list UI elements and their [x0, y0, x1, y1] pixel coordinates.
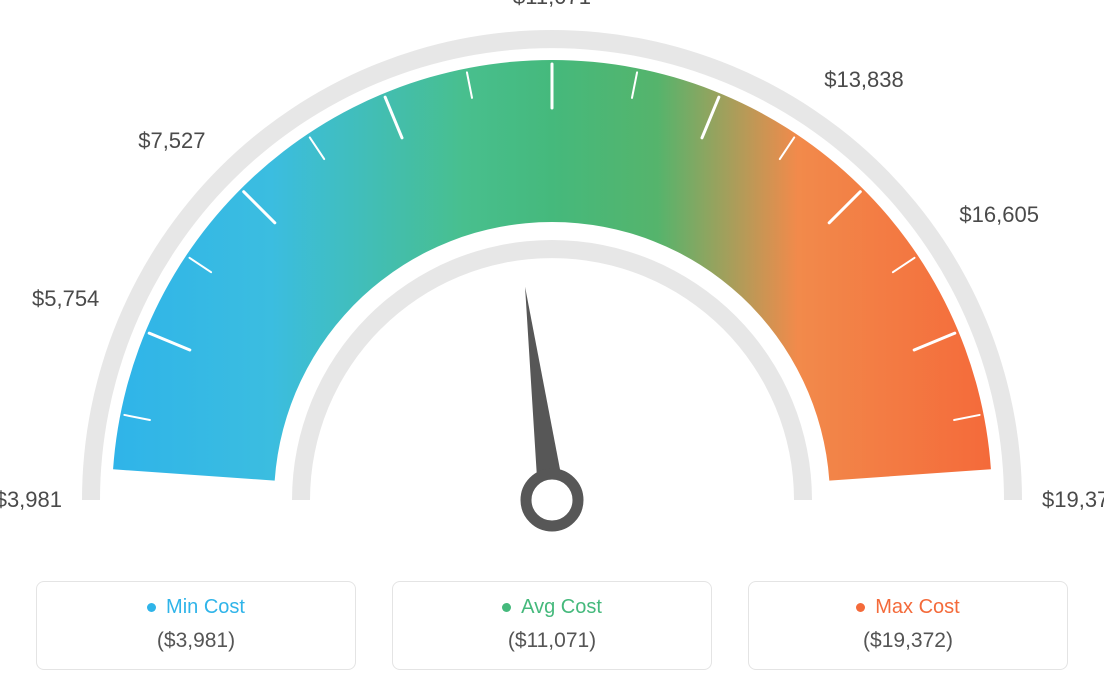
tick-label: $5,754 — [32, 286, 99, 312]
legend-card-max: Max Cost ($19,372) — [748, 581, 1068, 670]
dot-icon — [502, 603, 511, 612]
legend-title-text: Max Cost — [875, 596, 959, 619]
tick-label: $7,527 — [138, 128, 205, 154]
legend-title-avg: Avg Cost — [502, 596, 602, 619]
dot-icon — [856, 603, 865, 612]
tick-label: $11,071 — [513, 0, 591, 10]
dot-icon — [147, 603, 156, 612]
gauge-svg — [0, 0, 1104, 560]
legend-value-min: ($3,981) — [47, 629, 345, 653]
legend-row: Min Cost ($3,981) Avg Cost ($11,071) Max… — [0, 560, 1104, 690]
gauge-area: $3,981 $5,754 $7,527 $11,071 $13,838 $16,605 $… — [0, 0, 1104, 560]
legend-title-text: Min Cost — [166, 596, 245, 619]
tick-label: $19,372 — [1042, 487, 1104, 513]
legend-value-avg: ($11,071) — [403, 629, 701, 653]
tick-label: $16,605 — [959, 202, 1039, 228]
legend-value-max: ($19,372) — [759, 629, 1057, 653]
cost-gauge-figure: $3,981 $5,754 $7,527 $11,071 $13,838 $16,605 $… — [0, 0, 1104, 690]
legend-card-min: Min Cost ($3,981) — [36, 581, 356, 670]
tick-label: $13,838 — [824, 67, 904, 93]
tick-label: $3,981 — [0, 487, 62, 513]
legend-title-text: Avg Cost — [521, 596, 602, 619]
legend-card-avg: Avg Cost ($11,071) — [392, 581, 712, 670]
legend-title-max: Max Cost — [856, 596, 959, 619]
legend-title-min: Min Cost — [147, 596, 245, 619]
